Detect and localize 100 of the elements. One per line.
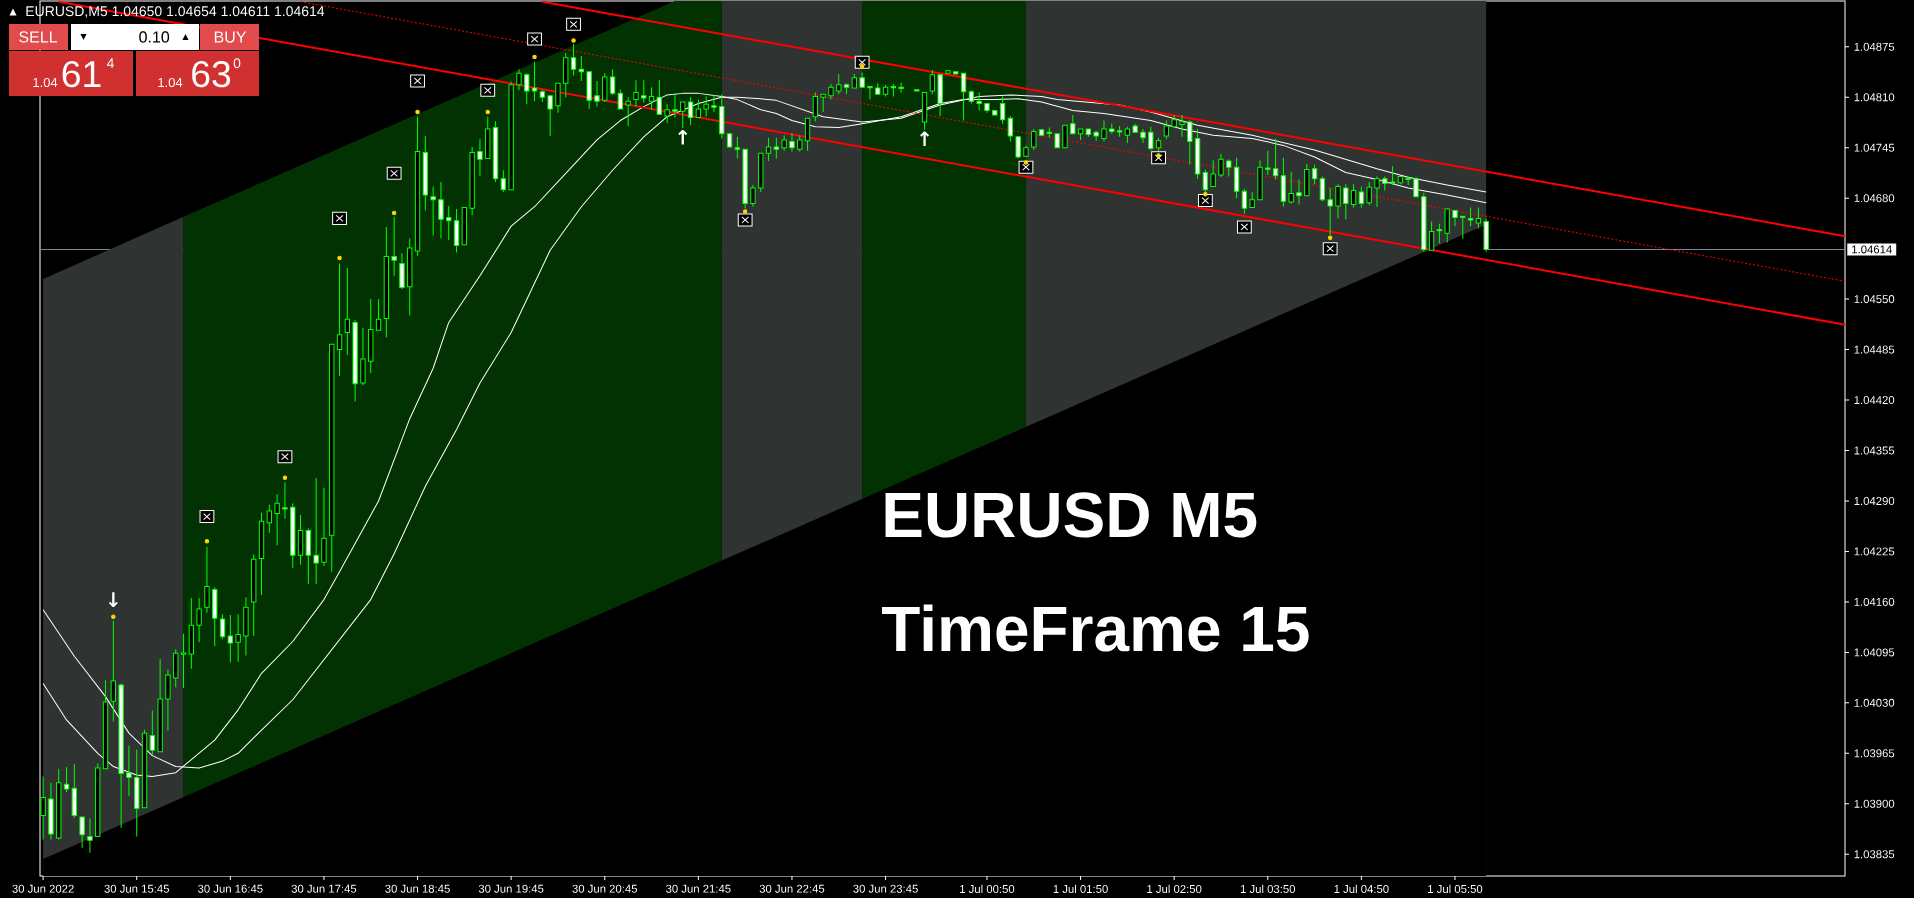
candlestick — [95, 762, 101, 837]
candlestick — [165, 668, 171, 732]
candlestick — [336, 262, 343, 377]
candlestick — [1101, 120, 1107, 143]
candlestick — [219, 613, 226, 640]
candlestick — [360, 327, 366, 386]
candlestick — [110, 620, 117, 722]
point — [1327, 235, 1333, 241]
x-tick-label: 30 Jun 22:45 — [759, 884, 825, 893]
chart-title: EURUSD,M5 1.04650 1.04654 1.04611 1.04614 — [26, 6, 325, 18]
x-tick-label: 30 Jun 17:45 — [291, 884, 357, 893]
candlestick — [1233, 157, 1240, 199]
candlestick — [1350, 183, 1357, 209]
candlestick — [251, 554, 257, 637]
candlestick — [1124, 126, 1131, 144]
candlestick — [1187, 120, 1193, 166]
candlestick — [1054, 133, 1060, 149]
point — [742, 209, 748, 214]
candlestick — [594, 80, 600, 108]
candlestick — [1319, 175, 1326, 202]
point — [737, 213, 753, 227]
candlestick — [266, 504, 273, 534]
candlestick — [1265, 150, 1271, 176]
candlestick — [344, 267, 351, 356]
candlestick — [282, 481, 288, 520]
candlestick — [758, 152, 764, 193]
point — [485, 109, 490, 115]
candlestick — [399, 252, 405, 290]
candlestick — [547, 95, 553, 137]
candlestick — [1382, 175, 1388, 191]
x-tick-label: 1 Jul 04:50 — [1334, 884, 1389, 894]
candlestick — [188, 597, 195, 670]
candlestick — [1023, 144, 1029, 158]
candlestick — [695, 99, 702, 118]
candlestick — [204, 546, 210, 614]
candlestick — [882, 84, 889, 97]
candlestick — [726, 133, 733, 149]
candlestick — [485, 116, 491, 160]
y-tick-label: 1.04355 — [1854, 446, 1895, 455]
candlestick — [875, 82, 881, 95]
candlestick — [1038, 128, 1045, 137]
annotation: ↓ — [108, 592, 118, 607]
annotation: TimeFrame 15 — [881, 604, 1309, 652]
candlestick — [1210, 159, 1216, 188]
candlestick — [734, 136, 741, 160]
point — [199, 510, 215, 524]
candlestick — [1116, 125, 1123, 138]
candlestick — [79, 816, 85, 849]
candlestick — [602, 72, 608, 103]
candlestick — [836, 73, 842, 95]
candlestick — [812, 92, 819, 122]
candlestick — [516, 68, 522, 91]
y-tick-label: 1.04745 — [1854, 143, 1895, 152]
candlestick — [1389, 165, 1396, 186]
candlestick — [196, 597, 202, 643]
candlestick — [1343, 183, 1349, 220]
candlestick — [1077, 128, 1084, 141]
candlestick — [898, 82, 904, 94]
candlestick — [945, 69, 951, 74]
annotation: 4 — [106, 58, 114, 68]
point — [415, 109, 420, 115]
candlestick — [586, 71, 592, 110]
candlestick — [1163, 120, 1170, 140]
candlestick — [1046, 127, 1053, 139]
candlestick — [375, 298, 382, 331]
y-tick-label: 1.04810 — [1854, 93, 1895, 102]
x-tick-label: 30 Jun 2022 — [12, 884, 74, 893]
x-tick-label: 30 Jun 21:45 — [666, 884, 731, 893]
candlestick — [1148, 126, 1154, 152]
annotation: 0 — [233, 58, 241, 69]
candlestick — [953, 71, 959, 75]
candlestick — [477, 138, 483, 177]
candlestick — [984, 102, 990, 114]
candlestick — [859, 71, 865, 88]
annotation: ↑ — [920, 131, 930, 147]
y-tick-label: 1.04290 — [1854, 496, 1895, 505]
candlestick — [531, 61, 538, 102]
point — [337, 255, 342, 261]
candlestick — [781, 134, 787, 152]
candlestick — [508, 81, 514, 191]
y-tick-label: 1.04875 — [1854, 42, 1895, 51]
candlestick — [1483, 217, 1489, 253]
point — [480, 83, 496, 97]
candlestick — [469, 146, 475, 216]
annotation: 0.10 — [139, 31, 170, 43]
y-tick-label: 1.03900 — [1854, 799, 1895, 808]
point — [111, 614, 116, 619]
point — [571, 38, 576, 43]
candlestick — [422, 135, 429, 212]
annotation: 63 — [192, 60, 231, 88]
candlestick — [1421, 192, 1427, 253]
x-tick-label: 30 Jun 18:45 — [385, 884, 450, 893]
candlestick — [1366, 181, 1372, 206]
candlestick — [1304, 163, 1310, 197]
point — [391, 210, 397, 216]
candlestick — [1311, 164, 1318, 185]
x-tick-label: 1 Jul 02:50 — [1147, 884, 1202, 894]
candlestick — [446, 205, 452, 241]
candlestick — [797, 134, 803, 153]
candlestick — [1452, 209, 1458, 227]
